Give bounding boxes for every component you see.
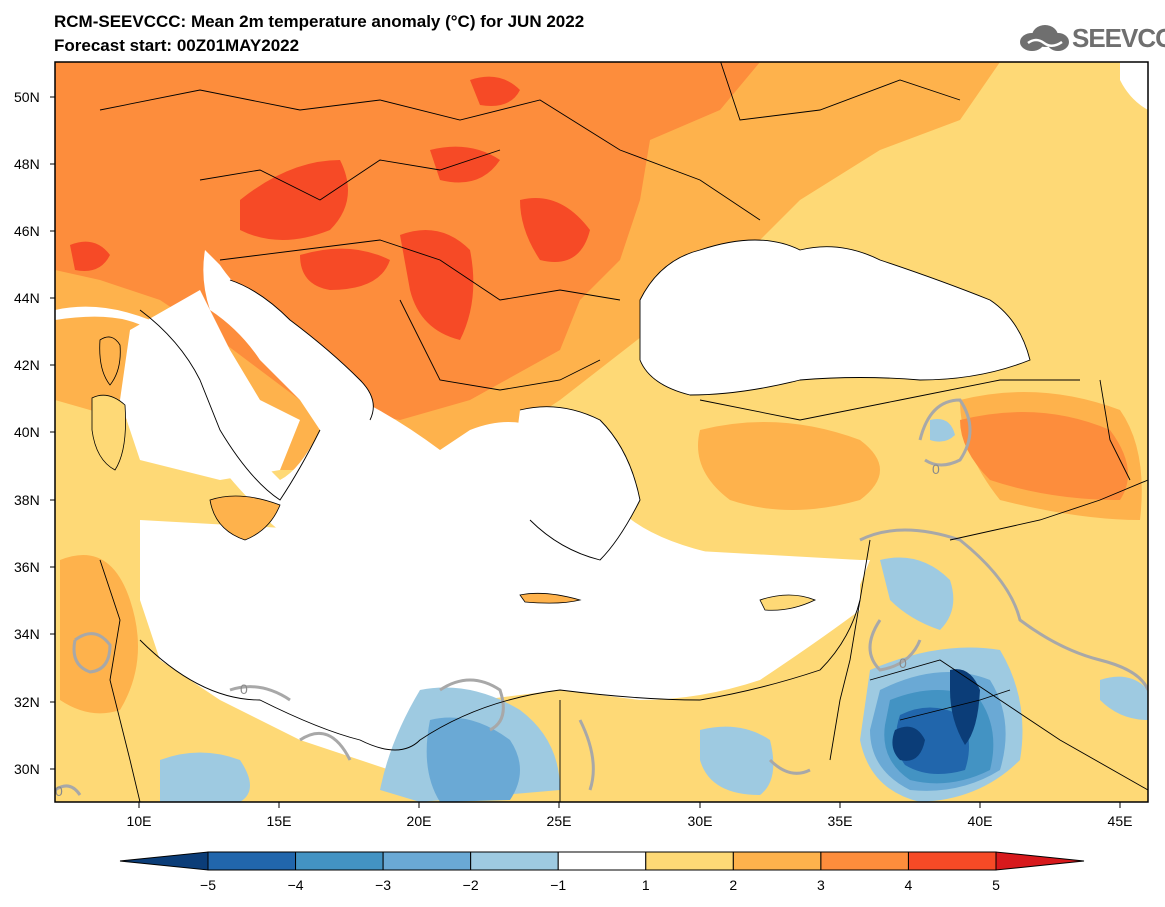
colorbar-tick-label: 2	[729, 877, 737, 893]
colorbar-cell	[470, 851, 559, 871]
anomaly-region-below-neg5	[892, 669, 980, 761]
colorbar-cell	[119, 851, 209, 871]
colorbar-cell	[557, 851, 647, 871]
contour-label: 0	[932, 461, 940, 477]
lat-tick-label: 42N	[14, 357, 40, 373]
colorbar-cell	[995, 851, 1085, 871]
colorbar-tick-label: −5	[200, 877, 216, 893]
map-title: RCM-SEEVCCC: Mean 2m temperature anomaly…	[54, 12, 585, 31]
adriatic-sea	[230, 280, 374, 420]
islands	[91, 336, 816, 611]
aegean-sea	[516, 406, 640, 560]
logo-text: SEEVCCC	[1072, 22, 1165, 53]
colorbar-tick-label: −3	[375, 877, 391, 893]
lon-tick-label: 20E	[407, 813, 432, 829]
lat-tick-label: 44N	[14, 290, 40, 306]
colorbar-legend: −5 −4 −3 −2 −1 1 2 3 4 5	[119, 851, 1085, 893]
contour-label: 0	[55, 783, 63, 799]
cloud-icon	[1020, 25, 1069, 51]
lon-tick-label: 10E	[127, 813, 152, 829]
lat-tick-label: 30N	[14, 761, 40, 777]
colorbar-cell	[295, 851, 384, 871]
lon-tick-label: 30E	[688, 813, 713, 829]
colorbar-tick-label: −4	[288, 877, 304, 893]
colorbar-cell	[382, 851, 472, 871]
colorbar-cell	[732, 851, 822, 871]
black-sea	[640, 240, 1030, 395]
lon-tick-label: 25E	[547, 813, 572, 829]
anomaly-field: 0 0 0 0	[55, 62, 1148, 802]
lon-tick-label: 45E	[1108, 813, 1133, 829]
anomaly-region-4-5	[70, 76, 590, 341]
lat-tick-label: 36N	[14, 559, 40, 575]
lon-tick-label: 15E	[267, 813, 292, 829]
contour-label: 0	[240, 681, 248, 697]
colorbar-tick-label: 1	[642, 877, 650, 893]
lat-tick-label: 46N	[14, 223, 40, 239]
lat-tick-label: 50N	[14, 89, 40, 105]
colorbar-tick-label: −2	[463, 877, 479, 893]
mediterranean-sea	[55, 250, 870, 614]
colorbar-tick-label: 5	[992, 877, 1000, 893]
lon-tick-label: 40E	[968, 813, 993, 829]
latitude-axis	[50, 96, 55, 770]
lat-tick-label: 40N	[14, 424, 40, 440]
lat-tick-label: 38N	[14, 492, 40, 508]
colorbar-tick-label: 3	[817, 877, 825, 893]
lat-tick-label: 48N	[14, 156, 40, 172]
mediterranean-sea-south	[140, 520, 860, 770]
colorbar-tick-label: 4	[905, 877, 913, 893]
lat-tick-label: 34N	[14, 626, 40, 642]
contour-label: 0	[899, 655, 907, 671]
longitude-axis	[138, 802, 1121, 808]
country-borders	[99, 62, 1148, 802]
colorbar-cell	[207, 851, 297, 871]
seevccc-logo: SEEVCCC	[1018, 22, 1165, 54]
colorbar-cell	[907, 851, 997, 871]
caspian-sea-edge	[1120, 62, 1148, 110]
tyrrhenian-sea	[120, 290, 300, 480]
anomaly-region-2-3-east	[60, 392, 1142, 714]
colorbar-tick-label: −1	[550, 877, 566, 893]
colorbar-cell	[820, 851, 909, 871]
colorbar-cell	[645, 851, 734, 871]
lat-tick-label: 32N	[14, 694, 40, 710]
forecast-start-label: Forecast start: 00Z01MAY2022	[54, 36, 300, 55]
zero-contour-lines	[55, 398, 1148, 796]
lon-tick-label: 35E	[828, 813, 853, 829]
